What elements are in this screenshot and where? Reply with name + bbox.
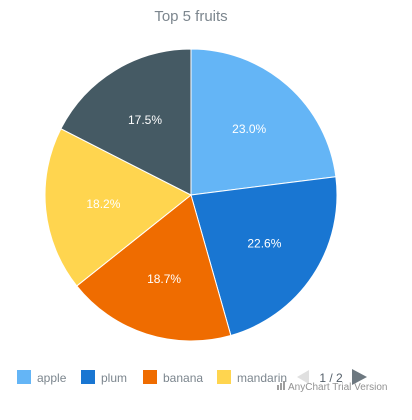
legend-prev-page-icon[interactable] [297, 370, 309, 384]
legend-swatch-mandarin [217, 370, 231, 384]
slice-label-plum: 22.6% [247, 237, 281, 251]
legend-label-apple: apple [37, 371, 67, 385]
legend-swatch-banana [143, 370, 157, 384]
pie-slice-labels: 23.0% 22.6% 18.7% 18.2% 17.5% [86, 113, 281, 286]
legend-label-mandarin: mandarin [237, 371, 287, 385]
slice-label-apple: 23.0% [232, 122, 266, 136]
legend-label-banana: banana [163, 371, 203, 385]
chart-title: Top 5 fruits [154, 8, 227, 25]
legend-swatch-apple [17, 370, 31, 384]
legend-swatch-plum [81, 370, 95, 384]
legend-item-apple[interactable]: apple [17, 370, 67, 385]
credits-text: AnyChart Trial Version [288, 382, 388, 393]
pie-slice-mandarin[interactable] [44, 128, 192, 287]
pie-slice-plum[interactable] [190, 176, 338, 337]
legend-item-mandarin[interactable]: mandarin [217, 370, 287, 385]
legend-page-indicator: 1 / 2 [319, 371, 343, 385]
pie-slice-apple[interactable] [190, 48, 337, 196]
legend-next-page-icon[interactable] [352, 369, 367, 385]
chart-logo-icon [277, 381, 285, 390]
credits[interactable]: AnyChart Trial Version [277, 381, 388, 393]
pie-slice-banana[interactable] [76, 194, 232, 342]
chart-legend: apple plum banana mandarin 1 / 2 [17, 369, 367, 385]
legend-pager: 1 / 2 [297, 369, 367, 385]
pie-slices [44, 48, 338, 342]
slice-label-banana: 18.7% [147, 272, 181, 286]
pie-slice-slice-5[interactable] [60, 48, 192, 196]
legend-item-plum[interactable]: plum [81, 370, 127, 385]
legend-item-banana[interactable]: banana [143, 370, 203, 385]
legend-label-plum: plum [101, 371, 127, 385]
slice-label-slice-5: 17.5% [128, 113, 162, 127]
slice-label-mandarin: 18.2% [86, 197, 120, 211]
